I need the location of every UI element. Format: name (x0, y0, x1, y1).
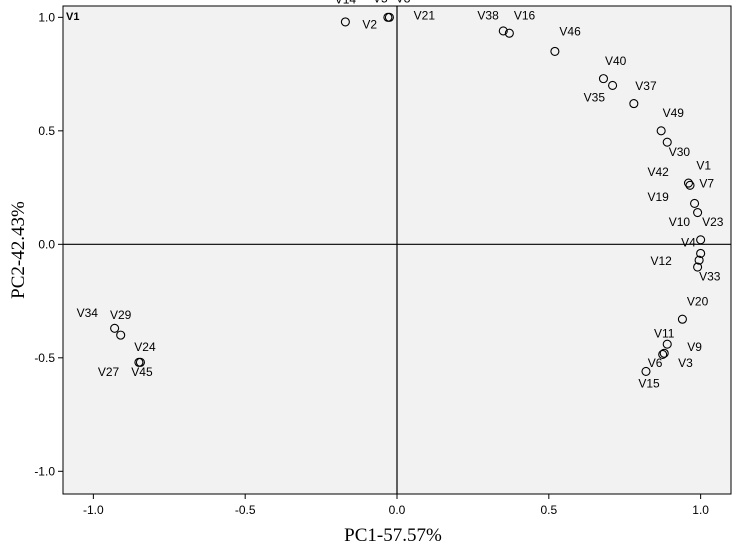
point-label: V19 (647, 190, 669, 204)
point-label: V29 (110, 308, 132, 322)
y-tick-label: 0.5 (38, 124, 55, 138)
x-tick-label: 0.0 (389, 503, 406, 517)
point-label: V5 (373, 0, 388, 6)
data-point (693, 262, 703, 272)
point-label: V4 (681, 236, 696, 250)
data-point (116, 330, 126, 340)
data-point (629, 99, 639, 109)
data-point (662, 339, 672, 349)
point-label: V38 (477, 9, 499, 23)
reference-lines (63, 6, 731, 494)
x-axis: -1.0 -0.5 0.0 0.5 1.0 (83, 494, 709, 517)
x-axis-title: PC1-57.57% (344, 525, 442, 546)
point-label: V21 (414, 9, 436, 23)
point-label: V49 (663, 106, 685, 120)
data-point (683, 178, 694, 188)
corner-label: V1 (66, 11, 79, 23)
data-point (662, 137, 672, 147)
data-point (677, 314, 687, 324)
point-label: V16 (514, 9, 536, 23)
data-point (693, 207, 703, 218)
point-label: V27 (98, 365, 120, 379)
point-label: V7 (699, 177, 714, 191)
data-point (658, 349, 668, 359)
point-label: V12 (650, 254, 672, 268)
data-point (685, 180, 695, 190)
y-tick-label: 0.0 (38, 237, 55, 251)
point-label: V6 (648, 356, 663, 370)
data-point (504, 28, 514, 38)
point-label: V10 (669, 215, 691, 229)
y-tick-label: -0.5 (34, 351, 55, 365)
point-label: V30 (669, 145, 691, 159)
point-labels: V14 V5 V8 V2 V21 V38 V16 V46 V40 V37 V35 V49 V30 V1 V4… (77, 0, 724, 390)
data-point (110, 323, 120, 333)
point-label: V14 (335, 0, 357, 7)
data-point (340, 17, 350, 27)
point-label: V34 (77, 306, 99, 320)
data-point (694, 255, 704, 265)
y-tick-label: 1.0 (38, 10, 55, 24)
x-tick-label: 0.5 (540, 503, 557, 517)
point-label: V1 (696, 158, 711, 172)
data-point (550, 46, 560, 56)
data-point (384, 12, 394, 22)
point-label: V33 (699, 270, 721, 284)
point-label: V24 (134, 340, 156, 354)
point-label: V8 (396, 0, 411, 6)
data-point (135, 357, 145, 367)
point-label: V45 (131, 365, 153, 379)
point-label: V15 (638, 376, 660, 390)
data-point (608, 80, 618, 90)
data-point (690, 198, 700, 209)
y-tick-label: -1.0 (34, 464, 55, 478)
point-label: V37 (635, 79, 657, 93)
point-label: V11 (654, 326, 675, 340)
x-tick-label: 1.0 (692, 503, 709, 517)
y-axis: 1.0 0.5 0.0 -0.5 -1.0 (34, 10, 63, 478)
point-label: V42 (647, 165, 669, 179)
data-point (656, 126, 666, 136)
point-label: V35 (584, 90, 606, 104)
x-tick-label: -0.5 (235, 503, 256, 517)
data-point (641, 366, 651, 376)
data-point (598, 74, 609, 84)
data-point (659, 348, 669, 358)
point-label: V9 (687, 340, 702, 354)
point-label: V23 (702, 215, 724, 229)
point-label: V20 (687, 295, 709, 309)
x-tick-label: -1.0 (83, 503, 104, 517)
data-points (110, 12, 706, 376)
point-label: V2 (362, 18, 377, 32)
y-axis-title: PC2-42.43% (8, 201, 29, 299)
data-point (696, 235, 706, 245)
point-label: V46 (559, 25, 581, 39)
point-label: V3 (678, 356, 693, 370)
data-point (498, 26, 508, 36)
data-point (696, 248, 706, 258)
point-label: V40 (605, 54, 627, 68)
